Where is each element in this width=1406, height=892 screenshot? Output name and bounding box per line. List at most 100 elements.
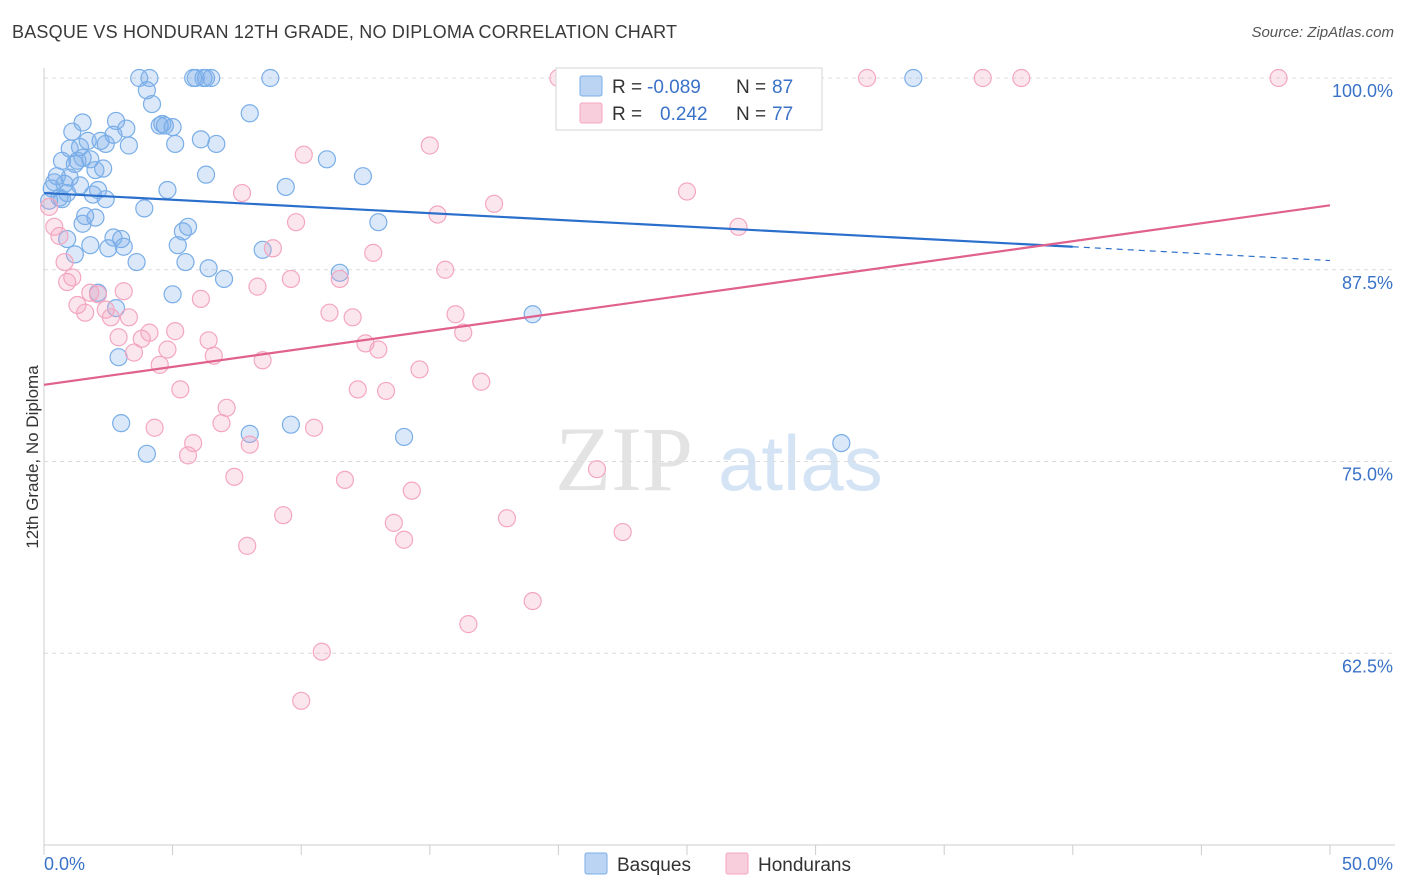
hondurans-point-44 — [330, 269, 349, 289]
basques-point-34 — [140, 68, 159, 88]
basques-point-23 — [99, 239, 118, 258]
hondurans-point-15 — [124, 343, 144, 362]
y-tick-label-0: 100.0% — [1332, 81, 1393, 101]
basques-point-25 — [106, 111, 126, 131]
basques-point-55 — [261, 68, 280, 88]
hondurans-point-32 — [238, 536, 257, 555]
stats-legend: R = -0.089 N = 87 R = 0.242 N = 77 — [555, 67, 823, 131]
hondurans-point-75 — [1269, 68, 1288, 88]
bottom-legend-swatch-basques — [584, 852, 608, 875]
hondurans-point-21 — [166, 322, 185, 341]
hondurans-point-2 — [50, 226, 69, 246]
hondurans-point-5 — [63, 268, 82, 287]
basques-point-35 — [142, 94, 162, 114]
legend-r-hondurans: 0.242 — [660, 104, 708, 125]
hondurans-point-12 — [109, 328, 128, 347]
hondurans-point-39 — [286, 213, 306, 232]
hondurans-point-76 — [292, 691, 311, 710]
hondurans-point-36 — [263, 239, 283, 258]
hondurans-point-52 — [384, 513, 403, 532]
hondurans-point-68 — [613, 522, 632, 542]
hondurans-point-53 — [394, 530, 414, 549]
legend-n-hondurans: 77 — [772, 104, 793, 125]
hondurans-point-58 — [436, 260, 455, 279]
hondurans-point-24 — [184, 433, 203, 453]
series-hondurans-points — [40, 68, 1288, 710]
hondurans-point-73 — [973, 68, 992, 88]
basques-point-47 — [191, 130, 210, 149]
hondurans-point-20 — [158, 340, 177, 359]
trend-line-basques-extension — [1072, 246, 1331, 262]
hondurans-point-56 — [420, 136, 439, 155]
grid-lines — [44, 77, 1395, 654]
hondurans-point-8 — [81, 283, 100, 302]
basques-point-53 — [240, 104, 259, 123]
hondurans-point-74 — [1012, 68, 1031, 88]
legend-swatch-basques — [579, 75, 603, 97]
hondurans-point-54 — [402, 481, 421, 500]
hondurans-point-70 — [677, 182, 697, 201]
bottom-legend-hondurans: Hondurans — [758, 855, 851, 876]
basques-point-29 — [119, 136, 138, 155]
legend-n-label-hondurans: N = — [736, 104, 766, 125]
y-axis-title: 12th Grade, No Diploma — [23, 365, 42, 549]
basques-point-58 — [330, 263, 349, 282]
basques-point-44 — [178, 217, 198, 236]
hondurans-point-50 — [369, 340, 388, 359]
hondurans-point-43 — [320, 303, 339, 322]
hondurans-point-11 — [101, 308, 120, 327]
basques-point-51 — [202, 68, 221, 88]
basques-point-86 — [153, 114, 172, 134]
legend-n-basques: 87 — [772, 77, 793, 98]
hondurans-point-28 — [212, 414, 231, 433]
basques-point-50 — [196, 165, 216, 184]
hondurans-point-67 — [587, 460, 607, 479]
basques-point-21 — [94, 159, 113, 178]
hondurans-point-13 — [114, 282, 133, 301]
chart-title: BASQUE VS HONDURAN 12TH GRADE, NO DIPLOM… — [12, 22, 678, 42]
basques-point-67 — [104, 228, 123, 247]
basques-point-57 — [317, 150, 337, 169]
basques-point-19 — [88, 180, 108, 200]
x-tick-label-1: 50.0% — [1342, 854, 1393, 874]
basques-point-71 — [137, 444, 156, 463]
basques-point-27 — [114, 237, 133, 256]
legend-r-label-hondurans: R = — [612, 104, 642, 125]
basques-point-61 — [523, 305, 542, 324]
basques-point-30 — [127, 252, 146, 272]
basques-point-74 — [214, 269, 234, 289]
basques-point-65 — [81, 150, 100, 169]
basques-point-83 — [70, 176, 90, 195]
hondurans-point-31 — [232, 183, 252, 203]
hondurans-point-40 — [294, 145, 313, 164]
hondurans-point-34 — [248, 277, 267, 296]
hondurans-point-65 — [523, 591, 542, 611]
legend-n-label-basques: N = — [736, 77, 766, 98]
hondurans-point-14 — [119, 308, 138, 327]
basques-point-13 — [73, 113, 92, 132]
y-tick-label-2: 75.0% — [1342, 465, 1393, 485]
hondurans-point-55 — [410, 360, 429, 379]
basques-point-32 — [135, 199, 154, 218]
basques-point-84 — [86, 160, 105, 180]
hondurans-point-30 — [225, 467, 244, 486]
hondurans-point-1 — [45, 217, 64, 236]
hondurans-point-47 — [348, 380, 367, 399]
hondurans-point-3 — [55, 252, 74, 272]
basques-point-60 — [369, 213, 388, 232]
hondurans-point-38 — [281, 269, 301, 289]
basques-point-46 — [186, 68, 205, 88]
hondurans-point-35 — [253, 351, 272, 370]
watermark-atlas: atlas — [718, 419, 883, 507]
basques-point-72 — [163, 285, 182, 304]
hondurans-point-63 — [485, 194, 504, 213]
hondurans-point-25 — [191, 289, 210, 308]
trend-lines — [43, 191, 1331, 386]
legend-r-basques: -0.089 — [647, 77, 701, 98]
source-label: Source: ZipAtlas.com — [1251, 24, 1394, 41]
series-basques-points — [40, 68, 923, 463]
basques-point-75 — [240, 424, 259, 443]
basques-point-38 — [158, 180, 177, 200]
watermark-zip: ZIP — [555, 408, 693, 510]
